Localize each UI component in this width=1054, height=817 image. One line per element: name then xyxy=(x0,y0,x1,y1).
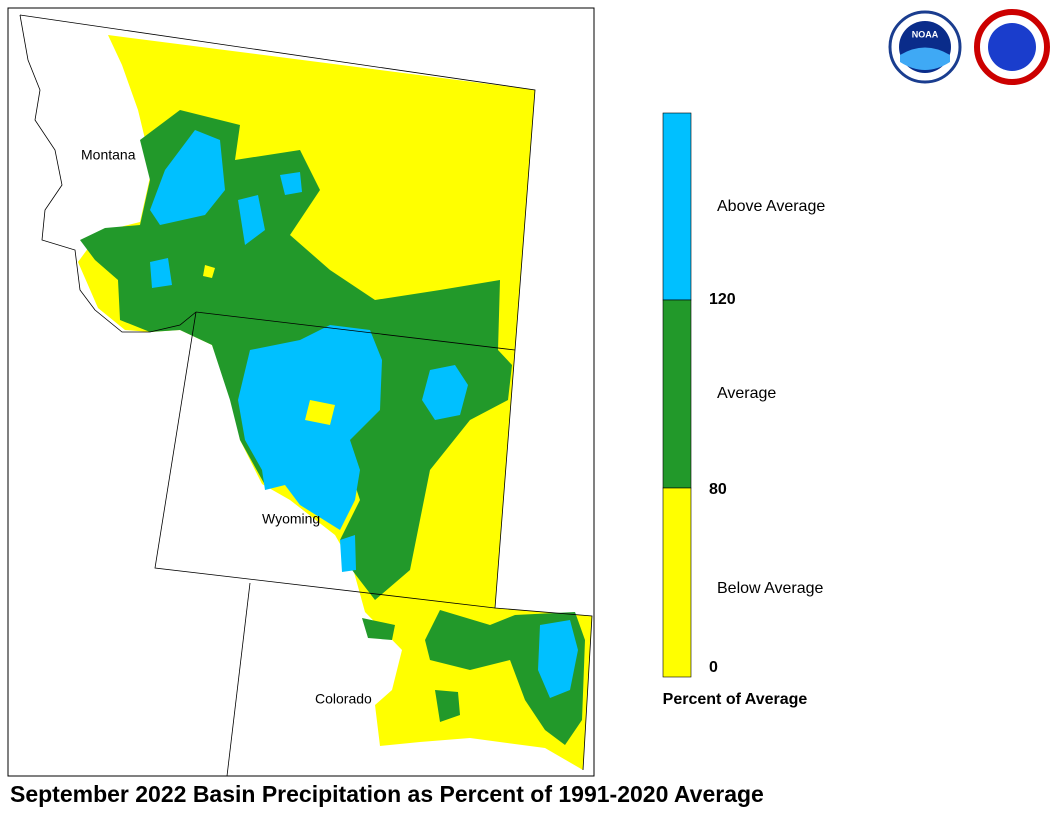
legend-label: Above Average xyxy=(717,198,825,215)
noaa-wave xyxy=(900,47,950,70)
border xyxy=(19,14,593,771)
above-average-area xyxy=(150,130,225,225)
border xyxy=(195,311,516,351)
average-area xyxy=(362,618,460,722)
map-title: September 2022 Basin Precipitation as Pe… xyxy=(10,781,764,807)
legend-tick: 0 xyxy=(709,659,718,676)
below-average-area xyxy=(203,265,335,425)
legend-label: Average xyxy=(717,385,776,402)
state-borders xyxy=(19,14,593,777)
legend-swatch xyxy=(662,112,692,301)
legend: Above Average Average Below Average 120 … xyxy=(662,112,825,708)
legend-swatch xyxy=(662,299,692,489)
above-average-area xyxy=(150,172,302,288)
legend-swatch xyxy=(662,487,692,678)
legend-title: Percent of Average xyxy=(663,691,808,708)
nws-logo-inner xyxy=(988,23,1036,71)
logos: NOAA xyxy=(888,9,1050,85)
legend-label: Below Average xyxy=(717,580,824,597)
state-label: Wyoming xyxy=(262,511,320,527)
border xyxy=(19,14,197,333)
border xyxy=(154,311,496,609)
noaa-text: NOAA xyxy=(912,29,939,39)
state-label: Montana xyxy=(81,147,136,163)
above-average-area xyxy=(340,365,578,698)
border xyxy=(226,582,251,777)
above-average-area xyxy=(238,325,382,530)
state-label: Colorado xyxy=(315,691,372,707)
legend-tick: 120 xyxy=(709,291,736,308)
legend-tick: 80 xyxy=(709,481,727,498)
basin-map xyxy=(78,35,592,770)
